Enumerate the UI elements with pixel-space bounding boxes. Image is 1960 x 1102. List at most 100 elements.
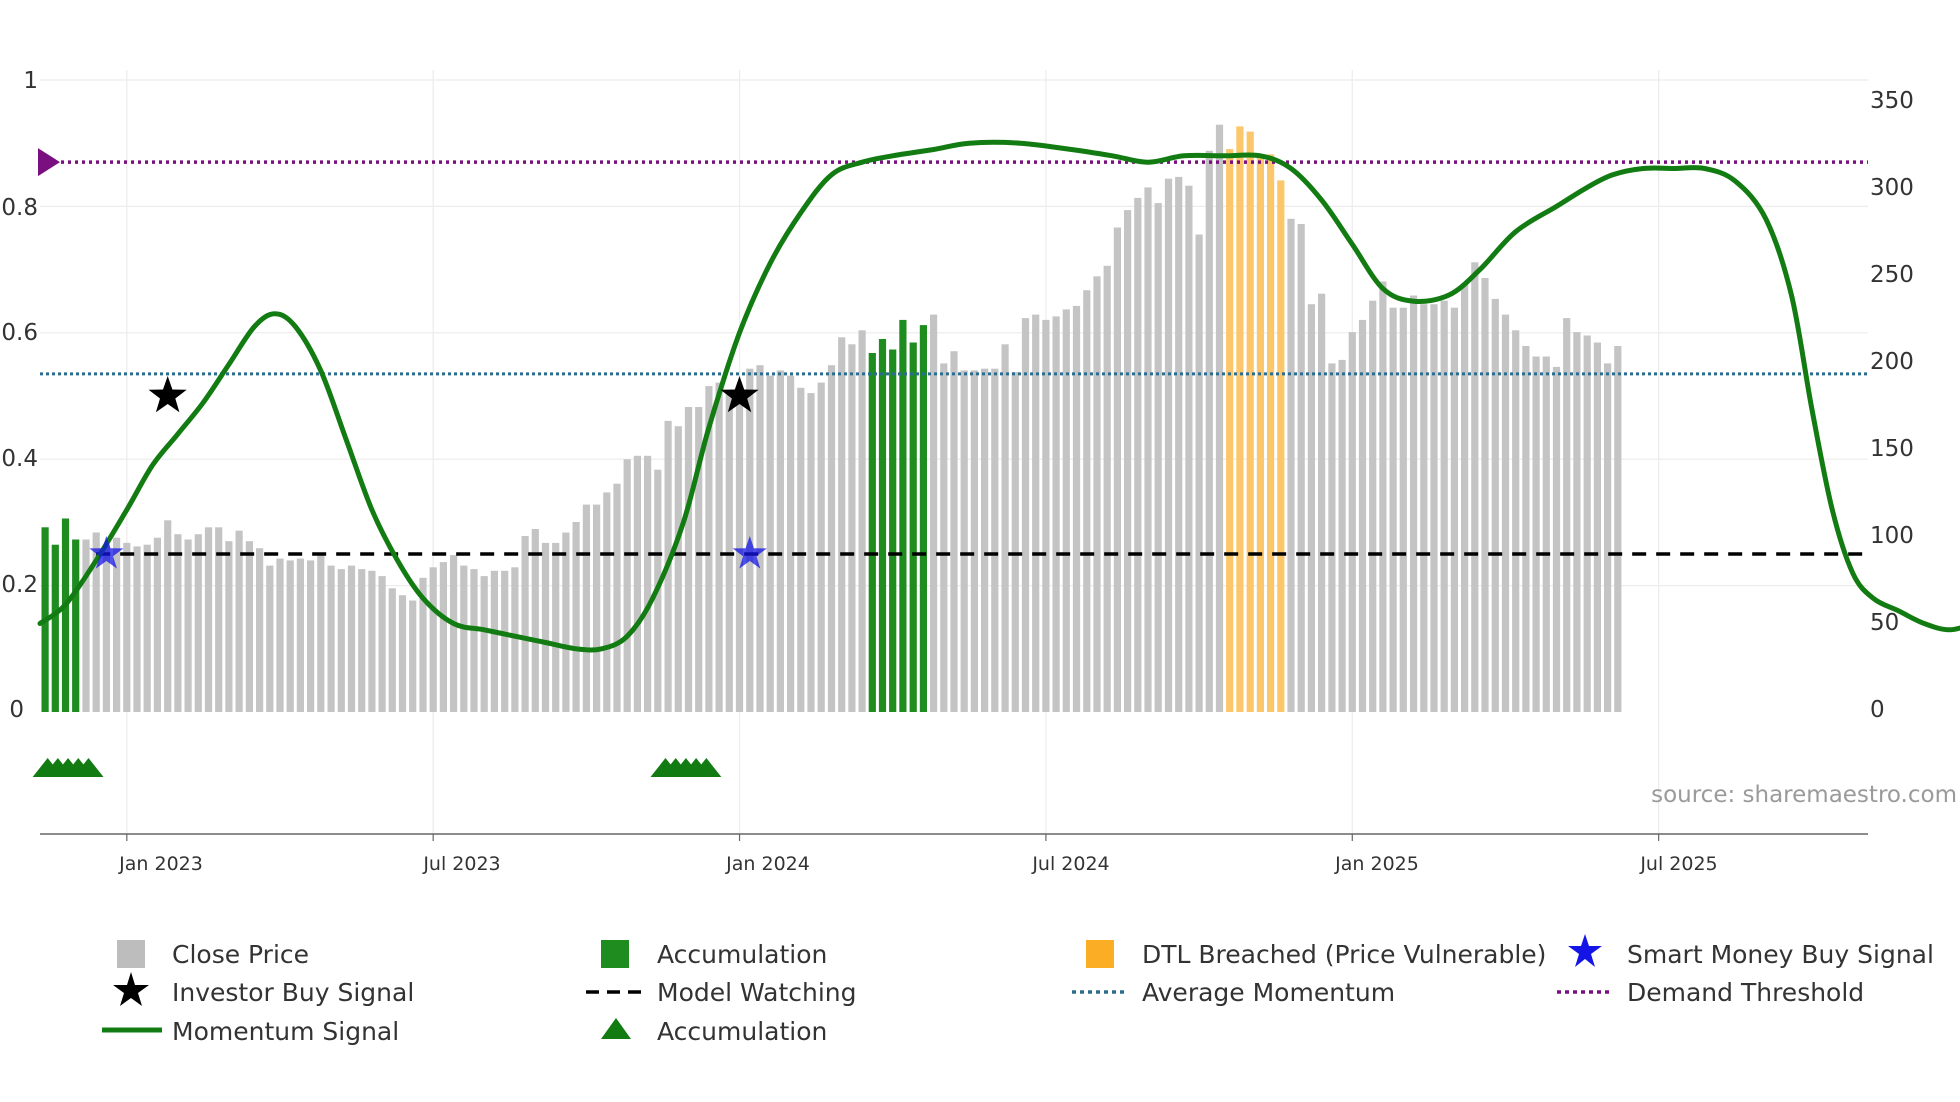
close-price-bar — [409, 600, 417, 712]
close-price-bar — [1583, 335, 1591, 712]
close-price-bar — [1358, 319, 1367, 712]
close-price-bar — [1164, 178, 1173, 712]
close-price-bar — [123, 542, 131, 712]
smart-money-buy-signals — [89, 536, 767, 569]
legend-accumulation-triangle-icon — [601, 1018, 631, 1039]
close-price-bar — [878, 339, 887, 712]
close-price-bar — [368, 570, 376, 712]
close-price-bar — [1297, 224, 1305, 712]
close-price-bar — [940, 363, 948, 712]
close-price-bar — [1093, 276, 1101, 712]
close-price-bar — [1124, 210, 1132, 712]
close-price-bar — [766, 375, 774, 712]
close-price-bar — [725, 391, 733, 712]
close-price-bar — [613, 483, 621, 712]
close-price-bar — [889, 349, 897, 712]
close-price-bar — [1256, 154, 1264, 713]
investor-buy-signals — [148, 376, 759, 413]
close-price-bar — [113, 537, 121, 712]
close-price-bar — [572, 522, 580, 712]
close-price-bar — [531, 529, 539, 712]
smart-money-star-icon — [89, 536, 124, 569]
close-price-bar — [266, 565, 274, 712]
close-price-bar — [1032, 314, 1040, 712]
legend-swatch-close-price — [117, 940, 145, 968]
x-tick-5: Jul 2025 — [1639, 853, 1717, 875]
close-price-bar — [1236, 126, 1244, 712]
close-price-bar — [1563, 318, 1571, 712]
close-price-bar — [1083, 290, 1091, 712]
close-price-bar — [1399, 307, 1407, 712]
investor-buy-star-icon — [148, 376, 187, 413]
close-price-bar — [347, 565, 356, 712]
left-tick-2: 0.4 — [1, 446, 38, 472]
close-price-bar — [797, 387, 805, 712]
close-price-bar — [480, 576, 488, 712]
close-price-bar — [490, 570, 498, 712]
legend-close-price: Close Price — [172, 940, 309, 969]
close-price-bar — [756, 365, 764, 712]
close-price-bar — [1593, 342, 1601, 712]
close-price-bar — [1573, 332, 1581, 712]
close-price-bar — [1369, 300, 1377, 712]
accumulation-markers — [32, 758, 722, 777]
close-price-bar — [1277, 180, 1285, 712]
close-price-bar — [61, 518, 70, 712]
close-price-bar — [511, 567, 519, 712]
left-tick-1: 0.2 — [1, 572, 38, 598]
close-price-bar — [1113, 227, 1121, 712]
close-price-bar — [72, 539, 80, 712]
investor-buy-star-icon — [720, 376, 759, 413]
right-tick-5: 250 — [1870, 262, 1914, 288]
close-price-bar — [858, 330, 866, 712]
x-axis: Jan 2023 Jul 2023 Jan 2024 Jul 2024 Jan … — [118, 853, 1718, 875]
x-tick-0: Jan 2023 — [118, 853, 203, 875]
close-price-bar — [1175, 176, 1183, 712]
right-tick-3: 150 — [1870, 436, 1914, 462]
close-price-bar — [174, 534, 182, 712]
close-price-bar — [970, 370, 978, 712]
close-price-bar — [919, 325, 927, 712]
close-price-bar — [644, 455, 652, 712]
close-price-bar — [695, 407, 703, 712]
accumulation-triangle-icon — [691, 758, 722, 777]
close-price-bar — [1410, 295, 1418, 712]
accumulation-triangle-icon — [73, 758, 104, 777]
close-price-bar — [1287, 218, 1295, 713]
close-price-bar — [705, 386, 713, 712]
close-price-bar — [184, 539, 192, 712]
right-tick-4: 200 — [1870, 349, 1914, 375]
close-price-bar — [1226, 149, 1234, 713]
close-price-bar — [204, 527, 213, 712]
close-price-bar — [981, 368, 989, 712]
close-price-bar — [868, 353, 876, 712]
close-price-bar — [1604, 363, 1612, 712]
close-price-bar — [1491, 298, 1499, 712]
close-price-bar — [1103, 265, 1111, 712]
close-price-bar — [143, 544, 151, 712]
close-price-bar — [439, 562, 447, 712]
close-price-bar — [1318, 293, 1326, 712]
demand-threshold-marker — [38, 148, 60, 177]
close-price-bar — [92, 532, 100, 712]
close-price-bar — [296, 558, 304, 712]
close-price-bar — [674, 426, 682, 712]
right-tick-6: 300 — [1870, 175, 1914, 201]
left-tick-3: 0.6 — [1, 320, 38, 346]
close-price-bar — [460, 565, 468, 712]
close-price-bar — [1144, 187, 1152, 712]
close-price-bar — [930, 314, 938, 712]
close-price-bar — [1471, 262, 1479, 712]
close-price-bar — [1450, 307, 1458, 712]
close-price-bar — [899, 319, 907, 712]
close-price-bar — [235, 530, 243, 712]
close-price-bar — [1205, 150, 1213, 713]
x-tick-3: Jul 2024 — [1031, 853, 1109, 875]
right-tick-1: 50 — [1870, 610, 1899, 636]
close-price-bar — [521, 536, 529, 712]
source-label: source: sharemaestro.com — [1651, 782, 1957, 808]
close-price-bar — [684, 407, 693, 712]
close-price-bar — [909, 342, 917, 712]
close-price-bar — [1389, 307, 1397, 712]
